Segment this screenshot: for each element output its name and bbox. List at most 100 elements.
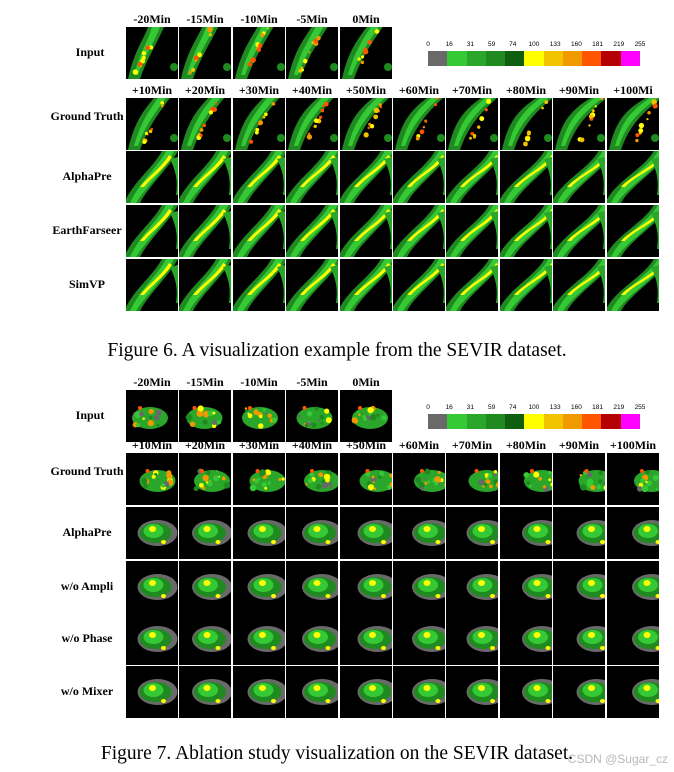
time-label-input: -5Min <box>296 375 328 389</box>
prediction-frame <box>393 151 445 203</box>
prediction-frame <box>233 453 285 505</box>
prediction-frame <box>607 259 659 311</box>
prediction-frame <box>553 151 605 203</box>
prediction-frame <box>340 453 392 505</box>
time-label-output: +60Min <box>398 83 440 97</box>
colorbar-tick-label: 74 <box>509 404 517 411</box>
colorbar-swatch <box>428 414 448 429</box>
prediction-frame <box>607 453 659 505</box>
prediction-frame <box>393 507 445 559</box>
time-label-output: +20Min <box>184 83 226 97</box>
colorbar-tick-label: 133 <box>549 404 561 411</box>
prediction-frame <box>233 205 285 257</box>
prediction-frame <box>446 205 498 257</box>
prediction-frame <box>607 98 659 150</box>
time-label-output: +50Min <box>345 438 387 452</box>
colorbar-swatch <box>582 51 602 66</box>
prediction-frame <box>500 561 552 613</box>
row-label: AlphaPre <box>62 525 112 539</box>
prediction-frame <box>500 205 552 257</box>
prediction-frame <box>340 259 392 311</box>
colorbar-swatch <box>524 414 544 429</box>
prediction-frame <box>446 151 498 203</box>
time-label-output: +50Min <box>345 83 387 97</box>
figure-6-caption: Figure 6. A visualization example from t… <box>107 340 567 361</box>
prediction-frame <box>393 259 445 311</box>
input-frame <box>340 27 392 79</box>
prediction-frame <box>393 205 445 257</box>
prediction-frame <box>500 98 552 150</box>
prediction-frame <box>179 453 231 505</box>
input-frame <box>340 390 392 442</box>
prediction-frame <box>446 259 498 311</box>
prediction-frame <box>553 666 605 718</box>
colorbar-swatch <box>524 51 544 66</box>
time-label-output: +100Mi <box>613 83 653 97</box>
time-label-output: +40Min <box>291 83 333 97</box>
time-label-input: -20Min <box>133 375 171 389</box>
prediction-frame <box>500 453 552 505</box>
colorbar-tick-label: 219 <box>613 404 625 411</box>
colorbar-swatch <box>562 51 583 66</box>
prediction-frame <box>340 507 392 559</box>
time-label-input: -20Min <box>133 12 171 26</box>
prediction-frame <box>553 561 605 613</box>
time-label-output: +20Min <box>184 438 226 452</box>
prediction-frame <box>500 151 552 203</box>
prediction-frame <box>607 666 659 718</box>
prediction-frame <box>446 98 498 150</box>
prediction-frame <box>179 205 231 257</box>
prediction-frame <box>126 151 178 203</box>
time-label-output: +30Min <box>238 83 280 97</box>
prediction-frame <box>286 453 338 505</box>
prediction-frame <box>179 613 231 665</box>
prediction-frame <box>126 561 178 613</box>
time-label-input: -10Min <box>240 12 278 26</box>
time-label-input: -5Min <box>296 12 328 26</box>
prediction-frame <box>233 666 285 718</box>
prediction-frame <box>553 98 605 150</box>
row-label: Ground Truth <box>50 109 124 123</box>
prediction-frame <box>393 561 445 613</box>
colorbar-swatch <box>601 414 621 429</box>
row-label-input: Input <box>75 45 105 59</box>
prediction-frame <box>500 507 552 559</box>
prediction-frame <box>233 151 285 203</box>
prediction-frame <box>553 259 605 311</box>
row-label-input: Input <box>75 408 105 422</box>
time-label-input: -15Min <box>186 12 224 26</box>
colorbar-tick-label: 255 <box>634 404 646 411</box>
colorbar-swatch <box>543 414 563 429</box>
prediction-frame <box>233 561 285 613</box>
colorbar-tick-label: 181 <box>592 404 604 411</box>
time-label-output: +40Min <box>291 438 333 452</box>
colorbar-tick-label: 59 <box>487 404 496 411</box>
input-frame <box>233 27 285 79</box>
prediction-frame <box>179 98 231 150</box>
colorbar-tick-label: 100 <box>528 404 540 411</box>
row-label: w/o Mixer <box>60 684 114 698</box>
input-frame <box>233 390 285 442</box>
colorbar-swatch <box>620 51 640 66</box>
prediction-frame <box>393 98 445 150</box>
colorbar-swatch <box>466 414 486 429</box>
time-label-output: +10Min <box>131 83 173 97</box>
prediction-frame <box>126 205 178 257</box>
colorbar-swatches <box>428 51 640 66</box>
prediction-frame <box>607 507 659 559</box>
prediction-frame <box>286 205 338 257</box>
colorbar-tick-label: 181 <box>592 41 604 48</box>
prediction-frame <box>340 151 392 203</box>
time-label-output: +80Min <box>505 438 547 452</box>
prediction-frame <box>233 613 285 665</box>
prediction-frame <box>500 666 552 718</box>
colorbar-tick-label: 74 <box>509 41 517 48</box>
time-label-input: -10Min <box>240 375 278 389</box>
prediction-frame <box>446 613 498 665</box>
colorbar-swatch <box>447 51 467 66</box>
prediction-frame <box>446 666 498 718</box>
colorbar-tick-label: 133 <box>549 41 561 48</box>
input-frame <box>179 390 231 442</box>
prediction-frame <box>553 205 605 257</box>
prediction-frame <box>553 507 605 559</box>
